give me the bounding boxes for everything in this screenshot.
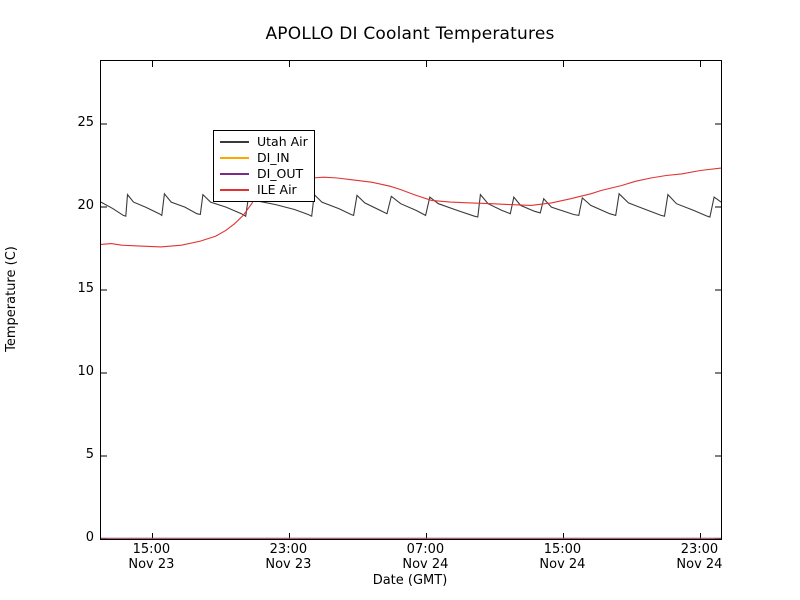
x-tick-label: 15:00 Nov 23 (106, 542, 196, 572)
legend-label: ILE Air (257, 182, 297, 197)
legend-item-di-out: DI_OUT (220, 166, 314, 182)
legend-line-swatch (220, 189, 249, 191)
x-tick-time: 15:00 (132, 542, 171, 557)
x-tick-date: Nov 24 (676, 557, 723, 572)
y-tick-label: 5 (85, 447, 94, 462)
x-tick-date: Nov 24 (402, 557, 449, 572)
x-tick-time: 23:00 (269, 542, 308, 557)
legend-line-swatch (220, 157, 249, 159)
x-tick-time: 07:00 (406, 542, 445, 557)
x-tick-date: Nov 24 (539, 557, 586, 572)
series-line-ile-air (101, 167, 721, 248)
legend-line-swatch (220, 141, 249, 143)
x-tick-date: Nov 23 (265, 557, 312, 572)
legend: Utah Air DI_IN DI_OUT ILE Air (213, 130, 315, 202)
x-tick-label: 23:00 Nov 23 (243, 542, 333, 572)
x-axis-label: Date (GMT) (372, 573, 448, 588)
legend-item-ile-air: ILE Air (220, 182, 314, 198)
y-axis-label: Temperature (C) (4, 246, 19, 352)
legend-label: Utah Air (257, 134, 308, 149)
y-tick-label: 20 (77, 198, 94, 214)
y-tick-label: 25 (77, 115, 94, 131)
series-line-utah-air (101, 192, 721, 218)
x-tick-label: 07:00 Nov 24 (380, 542, 470, 572)
chart-title: APOLLO DI Coolant Temperatures (265, 24, 555, 44)
legend-item-di-in: DI_IN (220, 150, 314, 166)
plot-area: Utah Air DI_IN DI_OUT ILE Air (100, 60, 722, 540)
x-tick-label: 15:00 Nov 24 (517, 542, 607, 572)
y-tick-label: 10 (77, 364, 94, 380)
x-tick-time: 23:00 (680, 542, 719, 557)
y-tick-label: 15 (77, 281, 94, 297)
x-tick-label: 23:00 Nov 24 (654, 542, 744, 572)
plot-canvas (101, 61, 721, 539)
legend-line-swatch (220, 173, 249, 175)
x-tick-time: 15:00 (543, 542, 582, 557)
y-tick-label: 0 (85, 530, 94, 545)
x-tick-date: Nov 23 (128, 557, 175, 572)
legend-label: DI_OUT (257, 166, 304, 181)
legend-label: DI_IN (257, 150, 290, 165)
legend-item-utah-air: Utah Air (220, 134, 314, 150)
